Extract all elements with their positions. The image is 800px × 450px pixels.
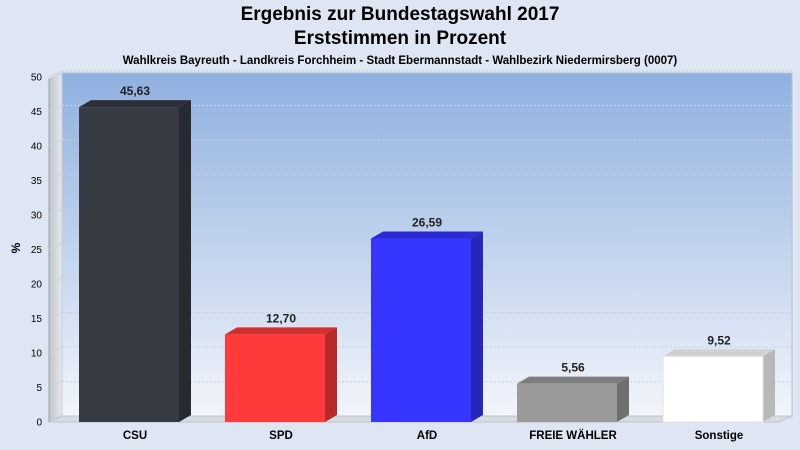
x-axis: CSU SPD AfD FREIE WÄHLER Sonstige [123,429,743,442]
bar-top [663,349,775,357]
bar-side [617,376,629,422]
bar-top [79,100,191,108]
bar-front [225,334,325,422]
y-axis-label: % [9,242,23,253]
bar-top [225,327,337,335]
bar-freie-wähler: 5,56 [517,361,629,422]
bar-front [662,355,764,423]
bar-front [517,383,617,422]
x-tick-label: Sonstige [695,430,744,442]
y-tick-label: 30 [31,211,43,222]
x-tick-label: AfD [417,430,437,442]
bar-sonstige: 9,52 [662,333,775,423]
y-tick-label: 0 [36,418,42,429]
bars: 45,63 12,70 26,59 5,56 9,52 [79,84,775,423]
bar-spd: 12,70 [225,311,337,422]
bar-value-label: 26,59 [412,216,442,230]
gridline-side [48,346,63,354]
y-tick-label: 10 [31,349,43,360]
gridline-side [48,208,63,216]
bar-top [517,376,629,384]
gridline-side [48,105,63,112]
x-tick-label: SPD [269,430,293,442]
chart-title-line2: Erststimmen in Prozent [293,28,507,49]
gridline-side [48,174,63,181]
chart-subtitle: Wahlkreis Bayreuth - Landkreis Forchheim… [122,55,678,67]
gridline-side [48,381,63,388]
gridline-side [48,277,63,285]
gridline-side [48,70,63,78]
bar-side [763,349,775,422]
gridline-side [48,139,63,147]
y-tick-label: 20 [31,280,43,291]
y-tick-label: 45 [31,107,43,118]
bar-value-label: 5,56 [561,361,585,375]
bar-side [325,327,337,422]
x-tick-label: CSU [123,430,147,442]
bar-front [79,107,179,422]
bar-side [471,231,483,422]
y-tick-label: 5 [36,383,42,394]
bar-value-label: 12,70 [266,311,296,325]
bar-value-label: 9,52 [707,333,731,347]
bar-front [371,238,471,422]
y-axis: 0 5 10 15 20 25 30 35 40 45 50 [31,73,50,429]
y-tick-label: 40 [31,142,43,153]
chart-title: Ergebnis zur Bundestagswahl 2017 [240,4,560,25]
bar-top [371,231,483,239]
plot-side-wall [48,72,63,423]
y-tick-label: 15 [31,314,43,325]
gridline-side [48,243,63,250]
y-tick-label: 25 [31,245,43,256]
bar-value-label: 45,63 [120,84,150,98]
bar-side [179,100,191,422]
y-tick-label: 50 [31,73,43,84]
bar-csu: 45,63 [79,84,191,422]
y-tick-label: 35 [31,176,43,187]
gridline-side [48,312,63,319]
bar-afd: 26,59 [371,216,483,422]
x-tick-label: FREIE WÄHLER [529,429,617,442]
